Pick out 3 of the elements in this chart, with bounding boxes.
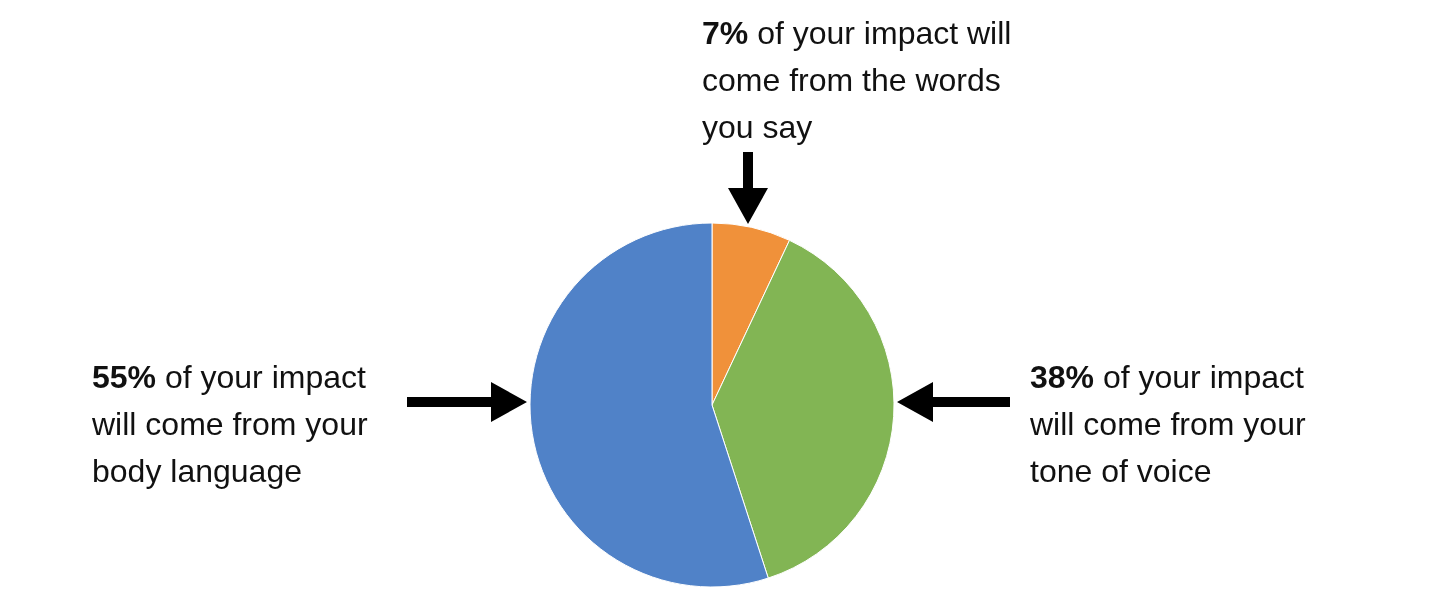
data-label: 38% <box>1030 359 1095 395</box>
data-label: 55% <box>92 359 157 395</box>
data-label: 7% <box>702 15 749 51</box>
